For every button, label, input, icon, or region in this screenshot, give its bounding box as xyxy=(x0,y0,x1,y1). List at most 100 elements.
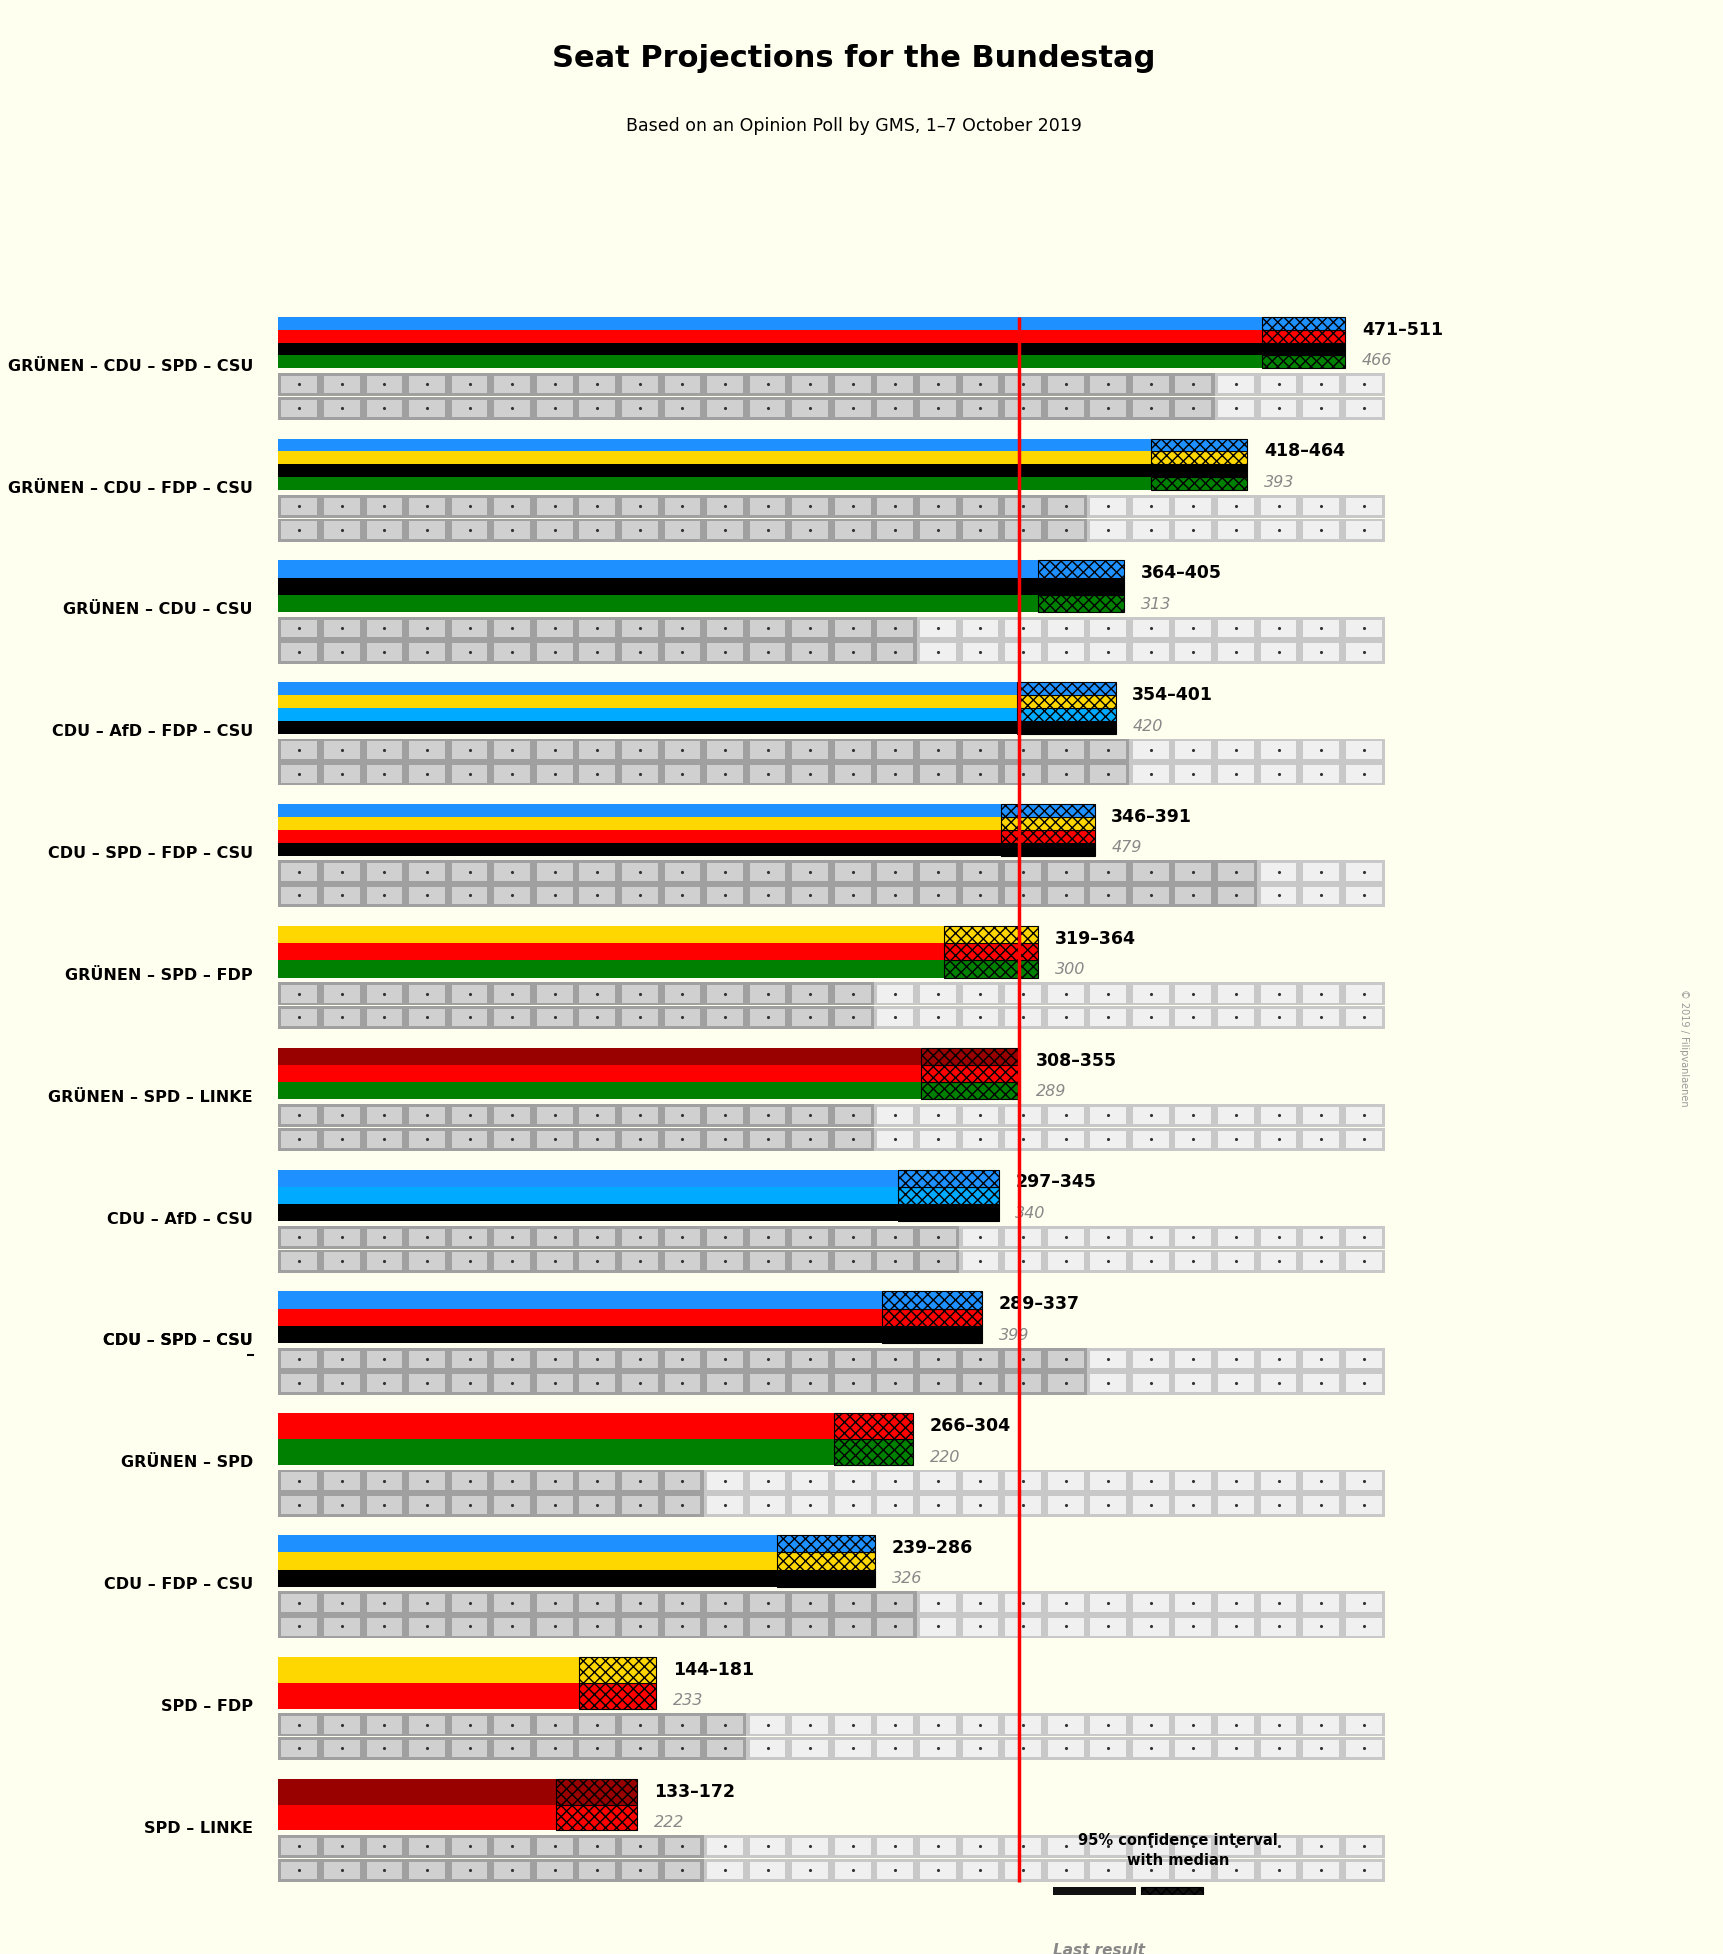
Bar xyxy=(750,643,786,660)
Bar xyxy=(1044,1104,1085,1127)
Bar xyxy=(750,1839,786,1856)
Bar xyxy=(1129,494,1172,518)
Bar xyxy=(793,643,827,660)
Bar xyxy=(367,1739,401,1757)
Bar xyxy=(746,883,789,907)
Bar xyxy=(1256,1348,1299,1372)
Bar xyxy=(750,887,786,905)
Bar xyxy=(277,721,1017,735)
Bar xyxy=(1005,619,1041,637)
Bar xyxy=(832,1413,913,1438)
Bar xyxy=(874,983,917,1006)
Bar xyxy=(536,1374,572,1391)
Bar xyxy=(1256,883,1299,907)
Bar xyxy=(834,375,870,393)
Bar xyxy=(1048,1716,1082,1733)
Bar xyxy=(961,1473,998,1489)
Bar xyxy=(1044,1493,1085,1516)
Bar xyxy=(1132,1253,1168,1270)
Bar xyxy=(491,1737,532,1761)
Bar xyxy=(532,1104,575,1127)
Bar xyxy=(1260,399,1296,416)
Bar xyxy=(746,1858,789,1882)
Bar xyxy=(451,399,488,416)
Bar xyxy=(1303,1618,1339,1635)
Bar xyxy=(1303,1350,1339,1368)
Bar xyxy=(448,397,491,420)
Bar xyxy=(277,1657,579,1682)
Bar xyxy=(830,1104,874,1127)
Bar xyxy=(750,1618,786,1635)
Bar xyxy=(663,522,700,539)
Bar xyxy=(789,739,830,762)
Bar xyxy=(1085,1616,1129,1637)
Bar xyxy=(793,887,827,905)
Bar xyxy=(1005,1106,1041,1124)
Bar xyxy=(746,1251,789,1272)
Bar xyxy=(944,926,1037,944)
Bar xyxy=(1342,1835,1384,1858)
Bar xyxy=(1215,373,1256,397)
Bar xyxy=(1132,1839,1168,1856)
Bar xyxy=(961,1253,998,1270)
Bar xyxy=(750,985,786,1002)
Bar xyxy=(1260,1862,1296,1880)
Bar xyxy=(1261,330,1344,342)
Bar xyxy=(660,1858,703,1882)
Bar xyxy=(958,1616,1001,1637)
Bar xyxy=(1129,1616,1172,1637)
Bar xyxy=(920,1106,955,1124)
Bar xyxy=(663,1739,700,1757)
Bar xyxy=(703,860,746,883)
Bar xyxy=(324,1350,360,1368)
Bar xyxy=(834,1229,870,1247)
Bar xyxy=(874,1858,917,1882)
Bar xyxy=(1299,1225,1342,1249)
Bar xyxy=(1256,1251,1299,1272)
Bar xyxy=(920,399,955,416)
Bar xyxy=(495,766,529,784)
Bar xyxy=(877,985,913,1002)
Bar xyxy=(874,373,917,397)
Bar xyxy=(405,1469,448,1493)
Bar xyxy=(920,1497,955,1514)
Bar xyxy=(1260,1739,1296,1757)
Bar xyxy=(575,1835,619,1858)
Bar xyxy=(1085,1714,1129,1737)
Bar xyxy=(405,641,448,664)
Bar xyxy=(1085,1225,1129,1249)
Bar xyxy=(958,1251,1001,1272)
Text: 319–364: 319–364 xyxy=(1054,930,1135,948)
Bar xyxy=(1261,356,1344,369)
Bar xyxy=(1089,1497,1125,1514)
Bar xyxy=(405,397,448,420)
Bar xyxy=(961,887,998,905)
Bar xyxy=(706,375,743,393)
Bar xyxy=(1089,1374,1125,1391)
Bar xyxy=(1048,1839,1082,1856)
Bar xyxy=(958,1348,1001,1372)
Bar xyxy=(324,887,360,905)
Bar xyxy=(1342,1104,1384,1127)
Bar xyxy=(405,1372,448,1395)
Bar xyxy=(367,498,401,516)
Bar xyxy=(1132,1008,1168,1026)
Bar xyxy=(405,1591,448,1614)
Bar xyxy=(1089,522,1125,539)
Bar xyxy=(281,399,317,416)
Bar xyxy=(830,1348,874,1372)
Bar xyxy=(834,619,870,637)
Bar xyxy=(622,1008,658,1026)
Bar xyxy=(1044,1714,1085,1737)
Bar xyxy=(277,944,944,959)
Bar xyxy=(619,1591,660,1614)
Bar xyxy=(277,1591,320,1614)
Bar xyxy=(405,494,448,518)
Bar xyxy=(532,860,575,883)
Bar xyxy=(1342,617,1384,639)
Bar xyxy=(1129,983,1172,1006)
Bar xyxy=(706,985,743,1002)
Bar xyxy=(1005,1374,1041,1391)
Bar xyxy=(1260,741,1296,758)
Bar xyxy=(660,1737,703,1761)
